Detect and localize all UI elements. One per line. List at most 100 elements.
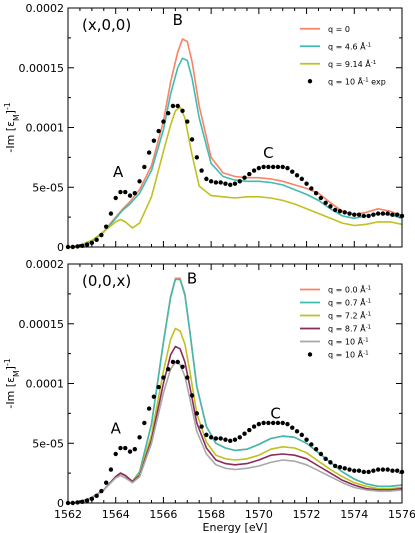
x-tick-label: 1566	[149, 508, 177, 521]
data-point	[318, 195, 324, 201]
x-tick-label: 1564	[102, 508, 130, 521]
data-point	[299, 176, 304, 182]
data-point	[337, 208, 343, 214]
data-point	[137, 435, 142, 440]
data-point	[108, 211, 114, 216]
series-line	[67, 57, 403, 248]
data-point	[161, 375, 166, 380]
data-point	[185, 119, 190, 124]
data-point	[123, 189, 128, 195]
x-tick-label: 1562	[54, 508, 82, 521]
data-point	[84, 498, 90, 503]
legend-label: q = 10 Å-1 exp	[328, 75, 386, 86]
data-point	[127, 193, 133, 198]
data-point	[223, 181, 228, 186]
data-point	[228, 438, 233, 444]
y-tick-label: 0.0001	[26, 122, 65, 135]
data-point	[180, 364, 185, 369]
data-point	[352, 212, 357, 217]
data-point	[309, 186, 314, 191]
data-point	[113, 451, 118, 457]
data-point	[375, 211, 381, 216]
data-point	[380, 211, 386, 216]
panel-label: (0,0,x)	[82, 272, 131, 290]
data-point	[237, 435, 242, 440]
data-point	[385, 211, 390, 216]
legend-label: q = 0.0 Å-1	[328, 284, 372, 295]
legend: q = 0.0 Å-1 q = 0.7 Å-1 q = 7.2 Å-1 q = 8.7…	[300, 284, 372, 360]
data-point	[151, 394, 157, 399]
peak-label-b: B	[173, 11, 183, 29]
y-tick-label: 0.0002	[26, 2, 65, 15]
legend-marker	[307, 79, 313, 84]
series-6	[65, 359, 405, 506]
legend-label: q = 7.2 Å-1	[328, 310, 372, 321]
y-tick-label: 0	[57, 241, 64, 254]
data-point	[328, 204, 333, 209]
legend-label: q = 0.7 Å-1	[328, 297, 372, 308]
peak-label-c: C	[263, 144, 273, 162]
data-point	[352, 468, 357, 473]
legend: q = 0 q = 4.6 Å-1 q = 9.14 Å-1 q = 10 Å-1 e…	[300, 25, 386, 86]
data-point	[194, 411, 200, 416]
panel-label: (x,0,0)	[82, 16, 131, 34]
data-point	[94, 493, 99, 499]
x-tick-label: 1576	[388, 508, 415, 521]
data-point	[275, 420, 281, 426]
data-point	[395, 468, 400, 473]
data-point	[223, 437, 228, 442]
y-tick-label: 5e-05	[32, 437, 64, 450]
data-point	[99, 488, 104, 494]
data-point	[242, 431, 247, 436]
data-point	[323, 200, 328, 205]
series-4	[65, 103, 405, 250]
data-point	[166, 110, 171, 116]
data-point	[356, 212, 362, 217]
data-point	[256, 421, 262, 427]
legend-marker	[307, 352, 313, 357]
data-point	[228, 182, 233, 188]
data-point	[371, 468, 376, 473]
data-point	[213, 436, 219, 441]
data-point	[266, 164, 271, 170]
data-point	[123, 445, 128, 451]
data-point	[294, 429, 300, 434]
legend-label: q = 8.7 Å-1	[328, 323, 372, 334]
data-point	[304, 437, 309, 442]
y-tick-label: 0.00015	[19, 62, 65, 75]
data-point	[361, 213, 367, 219]
data-point	[151, 138, 157, 143]
data-point	[185, 375, 190, 380]
data-point	[247, 427, 252, 433]
data-point	[395, 212, 400, 217]
y-tick-label: 0.00015	[19, 318, 65, 331]
peak-label-a: A	[111, 419, 122, 437]
data-point	[108, 467, 114, 472]
data-point	[280, 164, 285, 170]
data-point	[390, 468, 395, 473]
data-point	[208, 435, 214, 440]
data-point	[156, 384, 161, 390]
peak-label-b: B	[187, 270, 197, 288]
data-point	[251, 424, 257, 429]
series-line	[67, 345, 403, 504]
data-point	[189, 393, 195, 398]
data-point	[280, 420, 285, 426]
peak-label-c: C	[270, 404, 280, 422]
data-point	[385, 467, 390, 472]
data-point	[208, 179, 214, 184]
data-point	[251, 168, 257, 173]
series-line	[67, 361, 403, 504]
data-point	[204, 432, 209, 438]
data-point	[175, 103, 180, 109]
series-2	[67, 57, 403, 248]
data-point	[270, 164, 276, 170]
data-point	[180, 108, 185, 113]
data-point	[371, 212, 376, 217]
panel-x00: 0 5e-05 0.0001 0.00015 0.0002 -Im [εM]-1 (x,0,…	[3, 2, 405, 254]
data-point	[103, 224, 109, 229]
data-point	[299, 432, 304, 438]
series-5	[67, 361, 403, 504]
data-point	[390, 212, 395, 217]
data-point	[304, 181, 309, 186]
